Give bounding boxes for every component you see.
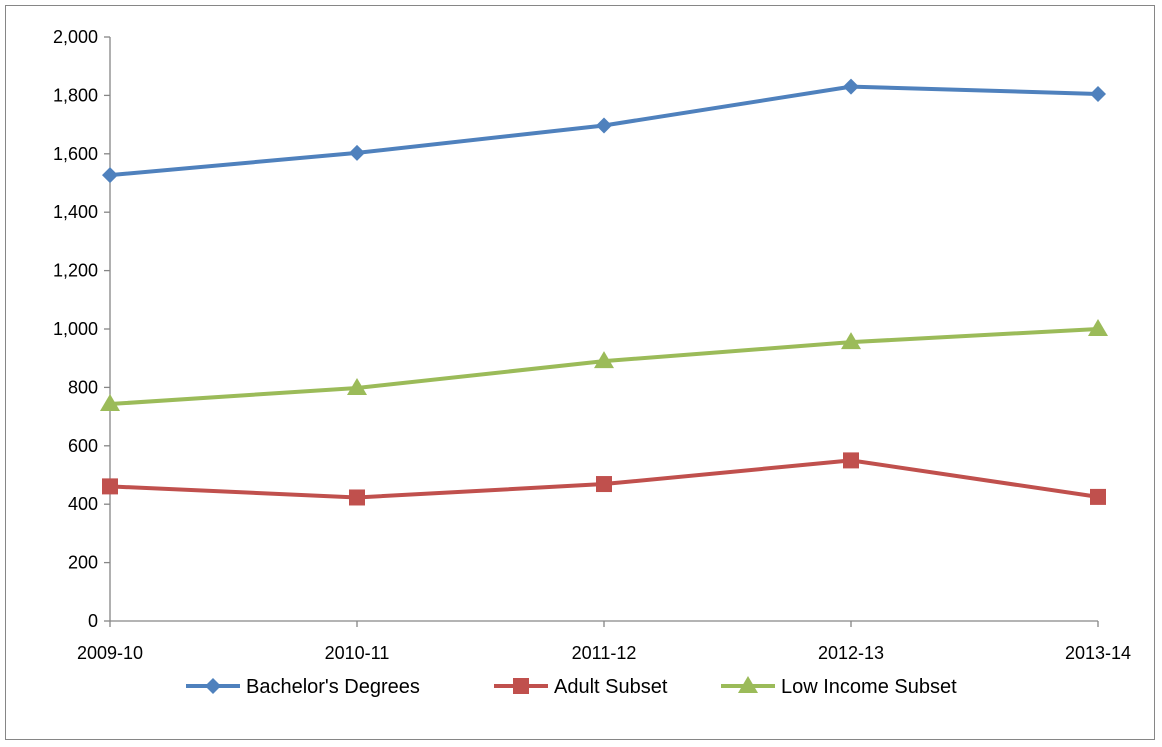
x-tick-label: 2011-12 [572, 643, 637, 663]
legend-label: Bachelor's Degrees [246, 676, 420, 698]
data-point [347, 377, 367, 395]
data-point [349, 489, 365, 506]
legend-item: Bachelor's Degrees [186, 676, 420, 698]
legend-swatch-marker [738, 676, 758, 693]
x-axis: 2009-10 2010-11 2011-12 2012-13 2013-14 [77, 620, 1131, 663]
legend: Bachelor's Degrees Adult Subset Low Income… [186, 676, 957, 698]
y-tick-label: 1,400 [53, 202, 98, 222]
y-tick-label: 0 [88, 611, 98, 631]
y-tick-label: 400 [68, 494, 98, 514]
x-tick-label: 2010-11 [325, 643, 390, 663]
data-point [100, 394, 120, 412]
data-point [102, 478, 118, 495]
series-adult-subset [102, 452, 1106, 506]
x-tick-label: 2009-10 [77, 643, 143, 663]
x-tick-label: 2012-13 [818, 643, 884, 663]
x-tick-label: 2013-14 [1065, 643, 1131, 663]
data-point [1090, 85, 1106, 102]
data-point [1088, 319, 1108, 336]
plot-area [100, 78, 1108, 506]
data-point [594, 351, 614, 369]
y-tick-label: 1,800 [53, 85, 98, 105]
legend-swatch-marker [513, 678, 529, 694]
legend-swatch-marker [205, 678, 221, 694]
y-axis: 0 200 400 600 800 1,000 1,200 1,400 1,600 1,800 2,… [53, 27, 111, 631]
y-tick-label: 600 [68, 436, 98, 456]
data-point [349, 144, 365, 161]
data-point [843, 78, 859, 95]
data-point [596, 117, 612, 134]
data-point [596, 476, 612, 493]
data-point [102, 167, 118, 184]
series-low-income-subset [100, 319, 1108, 412]
legend-label: Low Income Subset [781, 676, 957, 698]
data-point [841, 332, 861, 350]
data-point [843, 452, 859, 469]
y-tick-label: 1,200 [53, 261, 98, 281]
legend-item: Adult Subset [494, 676, 668, 698]
y-tick-label: 200 [68, 553, 98, 573]
y-tick-label: 1,000 [53, 319, 98, 339]
data-point [1090, 488, 1106, 505]
series-bachelor-s-degrees [102, 78, 1106, 184]
y-tick-label: 1,600 [53, 144, 98, 164]
legend-label: Adult Subset [554, 676, 668, 698]
y-tick-label: 800 [68, 377, 98, 397]
legend-item: Low Income Subset [721, 676, 957, 698]
y-tick-label: 2,000 [53, 27, 98, 47]
